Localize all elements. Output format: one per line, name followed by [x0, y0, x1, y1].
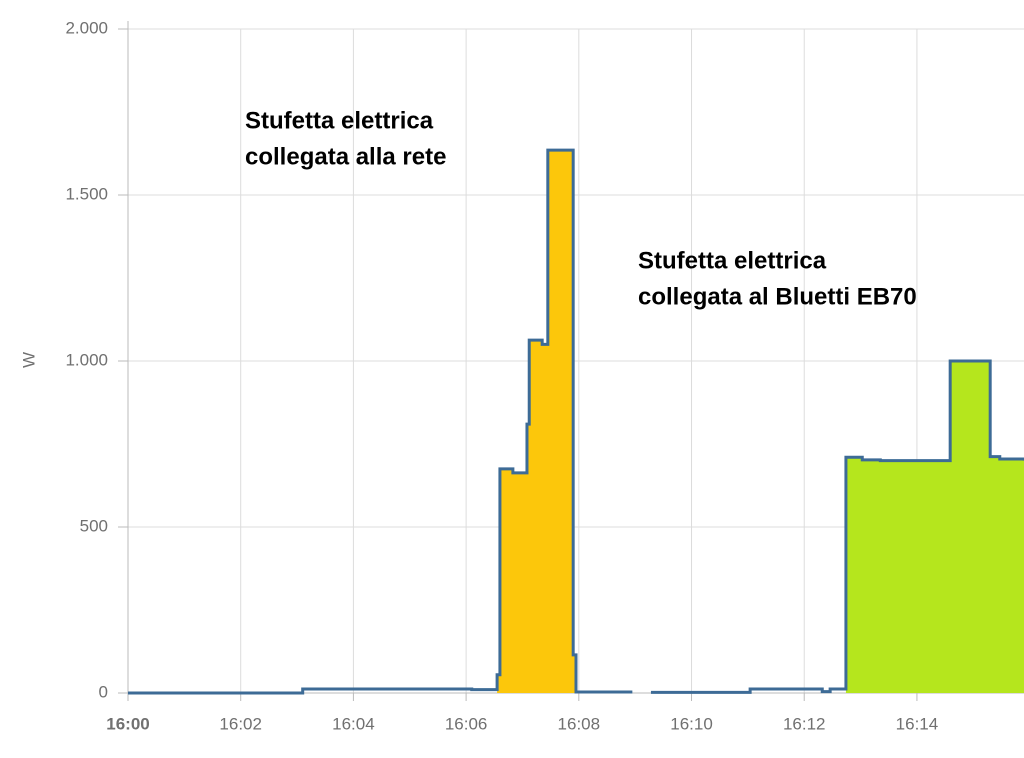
- x-tick-label: 16:04: [332, 714, 375, 733]
- x-tick-label: 16:08: [558, 714, 601, 733]
- y-axis-label: W: [19, 352, 38, 368]
- y-tick-label: 0: [99, 682, 108, 701]
- y-tick-label: 1.000: [65, 350, 108, 369]
- line: [128, 148, 633, 695]
- x-tick-label: 16:14: [896, 714, 939, 733]
- y-tick-label: 2.000: [65, 18, 108, 37]
- y-tick-label: 500: [80, 516, 108, 535]
- annotation: Stufetta elettrica: [245, 107, 434, 134]
- x-tick-label: 16:02: [219, 714, 262, 733]
- line: [650, 359, 1024, 694]
- x-tick-label: 16:06: [445, 714, 488, 733]
- annotation: collegata alla rete: [245, 143, 446, 170]
- x-tick-label: 16:12: [783, 714, 826, 733]
- x-tick-label: 16:10: [670, 714, 713, 733]
- annotation: Stufetta elettrica: [638, 247, 827, 274]
- annotation: collegata al Bluetti EB70: [638, 283, 917, 310]
- y-tick-label: 1.500: [65, 184, 108, 203]
- x-tick-label: 16:00: [106, 714, 149, 733]
- area: [497, 150, 576, 693]
- area: [845, 361, 1024, 693]
